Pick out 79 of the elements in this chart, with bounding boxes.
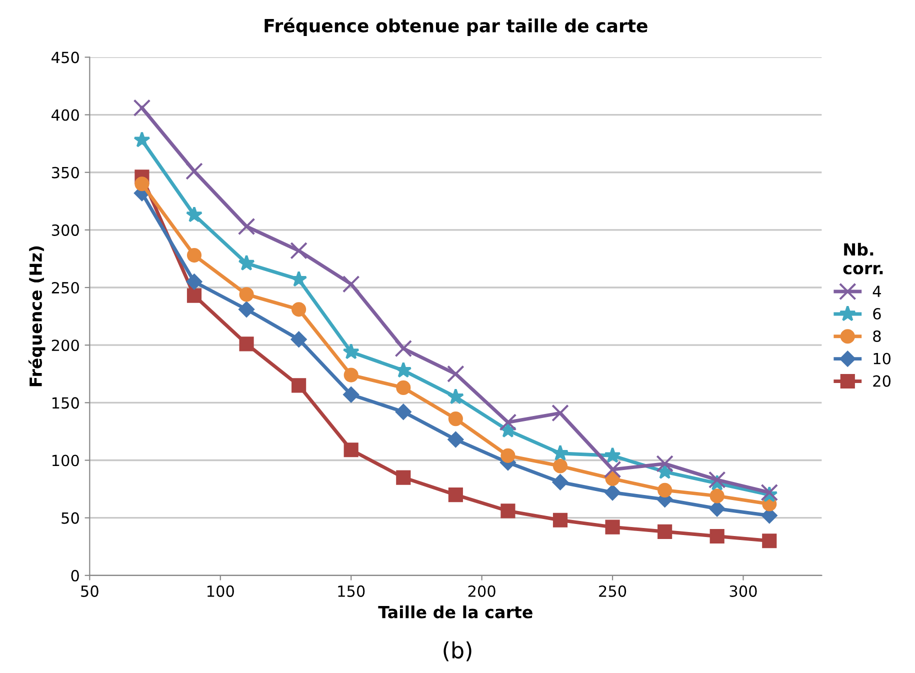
- point: [552, 512, 568, 528]
- point: [395, 362, 412, 378]
- legend-label: 20: [873, 375, 891, 387]
- legend-label: 8: [873, 330, 881, 342]
- y-tick-label: 250: [52, 282, 79, 294]
- point: [342, 275, 360, 293]
- point: [396, 470, 411, 485]
- point: [499, 414, 517, 431]
- point: [342, 343, 360, 360]
- point: [238, 254, 255, 271]
- point: [134, 131, 150, 148]
- point: [658, 524, 672, 539]
- point: [604, 446, 621, 463]
- point: [656, 455, 674, 472]
- y-tick-label: 400: [52, 109, 79, 121]
- x-axis-title: Taille de la carte: [378, 605, 532, 618]
- point: [344, 368, 358, 382]
- point: [447, 388, 464, 404]
- point: [710, 488, 724, 504]
- legend-title: Nb. corr.: [843, 242, 883, 274]
- point: [395, 404, 412, 420]
- legend-label: 6: [873, 308, 881, 320]
- point: [290, 270, 308, 287]
- point: [290, 331, 307, 348]
- x-tick-label: 250: [599, 585, 626, 597]
- y-tick-label: 200: [52, 340, 79, 352]
- point: [394, 340, 412, 358]
- point: [238, 301, 254, 318]
- x-tick-label: 300: [730, 585, 757, 597]
- point: [448, 488, 463, 502]
- point: [186, 206, 203, 222]
- point: [708, 471, 726, 489]
- point: [186, 248, 202, 263]
- point: [292, 302, 306, 317]
- point: [709, 500, 726, 517]
- point: [762, 534, 777, 548]
- point: [343, 386, 360, 403]
- x-tick-label: 150: [338, 585, 365, 597]
- point: [604, 484, 620, 500]
- text: (b): [444, 641, 472, 662]
- y-tick-label: 100: [52, 454, 79, 466]
- y-tick-label: 50: [62, 512, 79, 524]
- point: [396, 380, 411, 396]
- point: [239, 336, 254, 352]
- point: [134, 176, 150, 192]
- legend-label: 4: [872, 286, 881, 297]
- x-tick-label: 100: [207, 585, 234, 597]
- x-tick-label: 50: [81, 585, 98, 597]
- point: [658, 482, 672, 498]
- legend-label: 10: [874, 352, 891, 364]
- chart-title: Fréquence obtenue par taille de carte: [264, 18, 648, 36]
- point: [186, 274, 202, 290]
- point: [448, 432, 464, 448]
- x-tick-label: 200: [468, 585, 496, 597]
- point: [133, 99, 151, 117]
- point: [344, 442, 358, 458]
- point: [604, 460, 622, 478]
- point: [552, 474, 568, 490]
- point: [552, 444, 569, 461]
- point: [448, 412, 463, 426]
- point: [500, 448, 516, 463]
- point: [710, 528, 724, 544]
- y-tick-label: 450: [52, 52, 79, 64]
- point: [239, 287, 254, 302]
- point: [552, 404, 569, 422]
- y-tick-label: 150: [52, 397, 79, 409]
- point: [552, 458, 568, 474]
- point: [186, 288, 202, 303]
- point: [292, 378, 306, 393]
- point: [238, 218, 256, 236]
- y-tick-label: 300: [52, 224, 79, 236]
- y-tick-label: 0: [71, 570, 79, 582]
- y-tick-label: 350: [52, 166, 79, 178]
- point: [446, 365, 464, 383]
- point: [500, 504, 516, 518]
- y-axis-title: Fréquence (Hz): [28, 246, 46, 386]
- point: [290, 242, 308, 260]
- point: [186, 162, 203, 180]
- point: [605, 520, 620, 534]
